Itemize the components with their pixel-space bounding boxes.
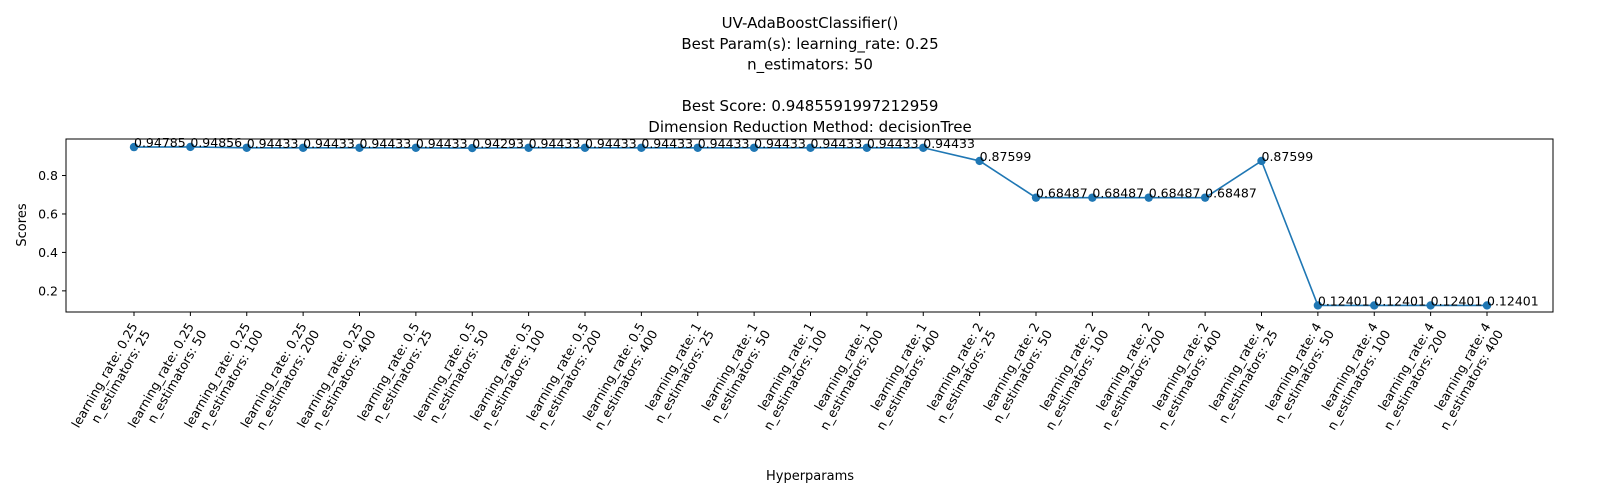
data-point (298, 143, 308, 152)
data-point (1144, 193, 1153, 202)
chart-title-line: UV-AdaBoostClassifier() (722, 14, 899, 32)
y-axis-label: Scores (15, 203, 30, 246)
data-label: 0.68487 (1205, 186, 1257, 201)
data-label: 0.12401 (1318, 293, 1370, 308)
data-label: 0.94433 (754, 136, 806, 151)
y-tick-label: 0.8 (38, 168, 58, 183)
data-point (411, 143, 421, 152)
data-label: 0.12401 (1487, 293, 1539, 308)
data-point (1426, 301, 1435, 310)
y-axis-ticks: 0.2 0.4 0.6 0.8 (38, 168, 66, 298)
data-label: 0.94433 (867, 136, 919, 151)
data-label: 0.94433 (416, 136, 468, 151)
scores-series (129, 142, 1492, 310)
scores-line (133, 146, 1487, 307)
data-label: 0.87599 (1262, 149, 1314, 164)
data-label: 0.94785 (134, 135, 186, 150)
y-tick-label: 0.6 (38, 206, 58, 221)
data-label: 0.68487 (1092, 186, 1144, 201)
x-axis-label: Hyperparams (766, 469, 854, 484)
chart-title-line: Best Score: 0.9485591997212959 (682, 97, 939, 115)
chart-title-line: n_estimators: 50 (747, 56, 873, 75)
data-point (1370, 301, 1379, 310)
data-point (1031, 193, 1041, 202)
data-point (1482, 301, 1492, 310)
data-label: 0.94433 (698, 136, 750, 151)
data-label: 0.94433 (247, 136, 299, 151)
data-point (242, 143, 251, 152)
data-point (749, 143, 759, 152)
data-point (975, 156, 984, 166)
data-label: 0.94433 (811, 136, 863, 151)
data-point (580, 143, 590, 152)
data-point (693, 143, 702, 152)
data-labels: 0.94785 0.94856 0.94433 0.94433 0.94433 0.944… (134, 135, 1539, 308)
data-point (468, 143, 477, 153)
data-point (1088, 193, 1097, 202)
data-point (524, 143, 533, 152)
data-label: 0.94433 (303, 136, 355, 151)
data-point (1313, 301, 1323, 310)
chart-title: UV-AdaBoostClassifier() Best Param(s): le… (648, 14, 971, 136)
data-label: 0.94433 (923, 136, 975, 151)
data-point (862, 143, 872, 152)
data-point (637, 143, 646, 152)
data-label: 0.87599 (980, 149, 1032, 164)
data-label: 0.12401 (1431, 293, 1483, 308)
data-label: 0.94433 (585, 136, 637, 151)
data-point (919, 143, 928, 152)
y-tick-label: 0.2 (38, 283, 58, 298)
data-point (129, 142, 139, 152)
data-label: 0.94433 (641, 136, 693, 151)
data-point (806, 143, 815, 152)
data-label: 0.94293 (472, 136, 524, 151)
data-label: 0.94856 (190, 135, 242, 150)
data-point (355, 143, 364, 152)
data-label: 0.68487 (1036, 186, 1088, 201)
chart-title-line: Best Param(s): learning_rate: 0.25 (681, 35, 938, 54)
data-point (1257, 156, 1266, 166)
data-label: 0.12401 (1374, 293, 1426, 308)
x-axis-ticks: learning_rate: 0.25n_estimators: 25learn… (68, 312, 1506, 432)
data-label: 0.68487 (1149, 186, 1201, 201)
data-label: 0.94433 (360, 136, 412, 151)
data-point (1200, 193, 1210, 202)
y-tick-label: 0.4 (38, 245, 58, 260)
data-label: 0.94433 (529, 136, 581, 151)
data-point (186, 142, 195, 152)
chart-title-line: Dimension Reduction Method: decisionTree (648, 118, 971, 136)
plot-frame (65, 138, 1554, 313)
plot-axes (65, 138, 1554, 313)
